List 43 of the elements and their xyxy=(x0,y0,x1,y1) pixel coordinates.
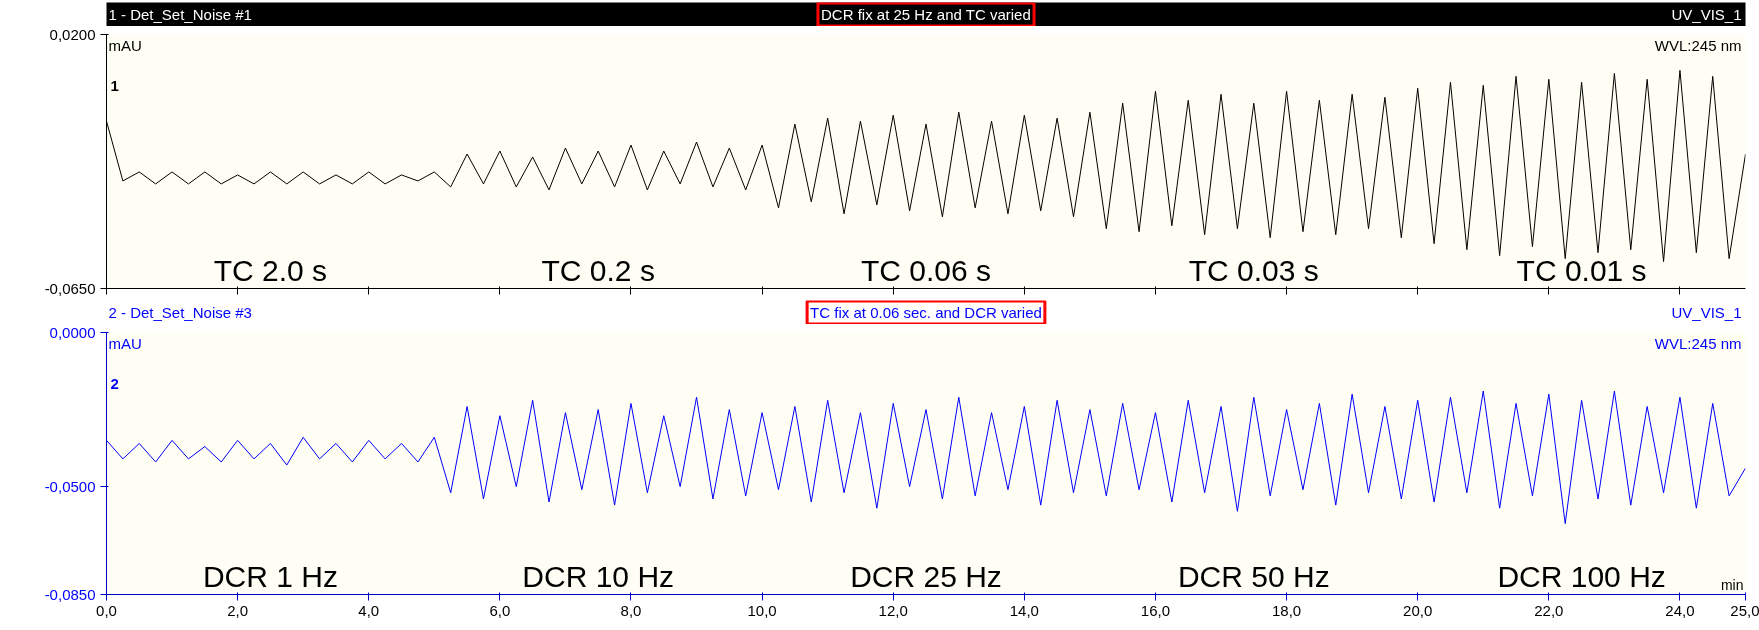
annotation: DCR 100 Hz xyxy=(1497,559,1666,593)
x-tick-label: 25,0 xyxy=(1730,601,1759,619)
y-tick-label: -0,0650 xyxy=(44,279,96,297)
line-series xyxy=(106,390,1746,525)
x-axis-title: min xyxy=(1720,576,1744,593)
x-tick-label: 18,0 xyxy=(1271,601,1302,619)
x-tick-label: 10,0 xyxy=(747,601,777,619)
x-tick-label: 2,0 xyxy=(227,601,249,619)
annotation: 1 xyxy=(110,76,119,94)
x-tick-label: 14,0 xyxy=(1009,601,1039,619)
x-tick-label: 16,0 xyxy=(1140,601,1171,619)
chart-title: 2 - Det_Set_Noise #3 xyxy=(108,304,252,321)
annotation: DCR 1 Hz xyxy=(202,559,338,593)
y-tick-label: -0,0850 xyxy=(44,585,96,603)
annotation: TC 0.03 s xyxy=(1188,253,1319,287)
text: UV_VIS_1 xyxy=(1671,6,1742,23)
x-tick-label: 8,0 xyxy=(620,601,642,619)
annotation: TC 0.2 s xyxy=(541,253,655,287)
text: UV_VIS_1 xyxy=(1671,304,1742,321)
annotation: DCR 50 Hz xyxy=(1177,559,1330,593)
x-tick-label: 4,0 xyxy=(358,601,380,619)
y-tick-label: 0,0000 xyxy=(49,323,96,341)
x-tick-label: 12,0 xyxy=(878,601,908,619)
y-tick-label: 0,0200 xyxy=(49,25,96,43)
annotation: TC 2.0 s xyxy=(213,253,328,287)
x-tick-label: 20,0 xyxy=(1403,601,1433,619)
annotation: TC 0.01 s xyxy=(1516,253,1647,287)
chart-subtitle: DCR fix at 25 Hz and TC varied xyxy=(820,6,1031,23)
annotation: 2 xyxy=(110,374,119,392)
y-axis-title: mAU xyxy=(108,334,142,352)
annotation: WVL:245 nm xyxy=(1654,334,1742,352)
x-tick-label: 24,0 xyxy=(1665,601,1695,619)
y-tick-label: -0,0500 xyxy=(44,477,96,495)
annotation: TC 0.06 s xyxy=(860,253,992,287)
x-tick-label: 6,0 xyxy=(489,601,511,619)
x-tick-label: 0,0 xyxy=(96,601,117,619)
chart-subtitle: TC fix at 0.06 sec. and DCR varied xyxy=(810,304,1042,321)
y-axis-title: mAU xyxy=(108,36,142,54)
x-tick-label: 22,0 xyxy=(1534,601,1564,619)
annotation: WVL:245 nm xyxy=(1654,36,1742,54)
annotation: DCR 25 Hz xyxy=(850,559,1002,593)
chart-title: 1 - Det_Set_Noise #1 xyxy=(108,6,252,23)
annotation: DCR 10 Hz xyxy=(522,559,675,593)
